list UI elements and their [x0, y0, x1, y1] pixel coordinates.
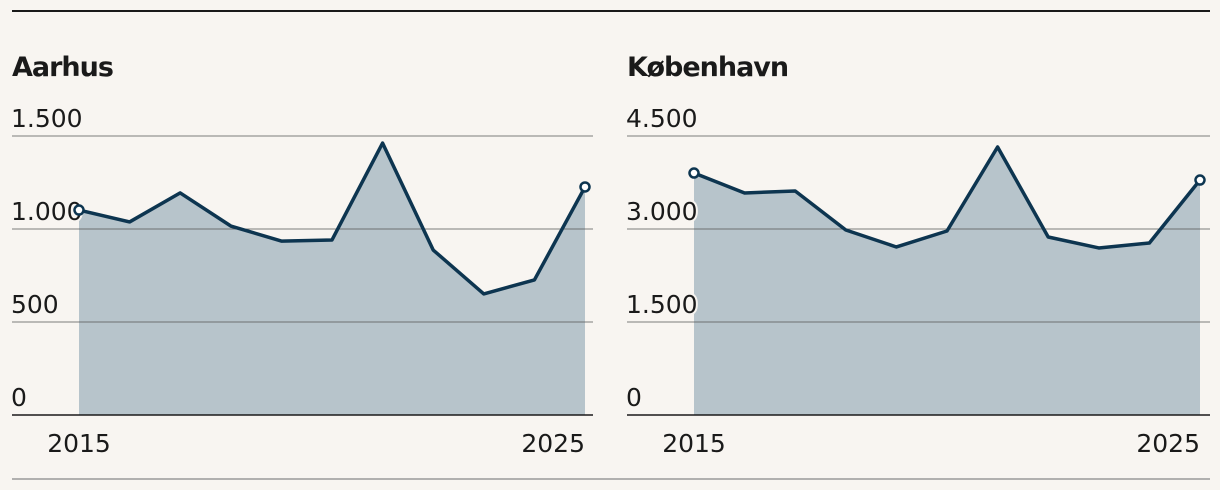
- y-tick-label: 0: [626, 383, 642, 412]
- chart-title: Aarhus: [12, 52, 113, 83]
- y-tick-label: 1.500: [626, 290, 698, 319]
- y-tick-label: 1.500: [11, 104, 83, 133]
- x-tick-label: 2025: [521, 429, 585, 458]
- x-tick-label: 2025: [1136, 429, 1200, 458]
- area: [694, 146, 1200, 415]
- x-tick-label: 2015: [662, 429, 726, 458]
- x-tick-label: 2015: [47, 429, 111, 458]
- end-marker: [1194, 174, 1206, 186]
- line: [693, 145, 1202, 250]
- end-marker: [688, 167, 700, 179]
- area: [79, 143, 585, 415]
- end-marker: [579, 181, 591, 193]
- y-tick-label: 3.000: [626, 197, 698, 226]
- panel: København 0 1.500 3.000 4.500 2015 2025: [624, 52, 1210, 460]
- y-tick-label: 1.000: [11, 197, 83, 226]
- y-tick-label: 4.500: [626, 104, 698, 133]
- chart-title: København: [627, 52, 788, 83]
- line: [78, 141, 587, 296]
- y-tick-label: 0: [11, 383, 27, 412]
- y-tick-label: 500: [11, 290, 59, 319]
- end-marker: [73, 204, 85, 216]
- panel: Aarhus 0 500 1.000 1.500 2015 2025: [9, 52, 593, 460]
